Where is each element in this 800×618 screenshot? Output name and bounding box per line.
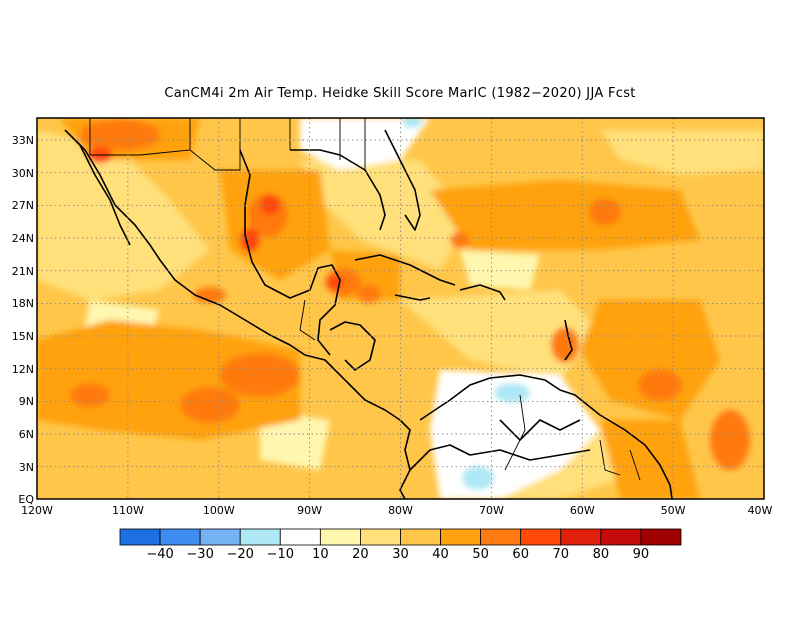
- colorbar-label: −20: [226, 547, 253, 562]
- lat-label: 6N: [19, 428, 34, 441]
- colorbar-swatch: [119, 528, 161, 546]
- colorbar-swatch: [279, 528, 321, 546]
- lon-label: 90W: [297, 504, 322, 517]
- lon-label: 50W: [661, 504, 686, 517]
- lon-label: 110W: [112, 504, 144, 517]
- gridlines: [37, 118, 764, 499]
- lon-label: 70W: [479, 504, 504, 517]
- lat-label: 15N: [12, 330, 34, 343]
- colorbar-swatch: [400, 528, 441, 546]
- colorbar-label: 10: [312, 547, 329, 562]
- colorbar-swatch: [560, 528, 602, 546]
- map-plot-area: [37, 118, 764, 499]
- colorbar-label: 80: [593, 547, 610, 562]
- lat-label: 12N: [12, 363, 34, 376]
- lon-label: 80W: [388, 504, 413, 517]
- lon-label: 60W: [570, 504, 595, 517]
- lat-label: 3N: [19, 461, 34, 474]
- colorbar-swatch: [360, 528, 401, 546]
- lat-label: 33N: [12, 134, 34, 147]
- colorbar-label: 40: [432, 547, 449, 562]
- lat-label: 21N: [12, 265, 34, 278]
- lat-label: 27N: [12, 199, 34, 212]
- lat-label: 18N: [12, 297, 34, 310]
- colorbar: −40 −30 −20 −10 10 20 30 40 50 60 70 80 90: [119, 528, 682, 562]
- colorbar-swatch: [239, 528, 281, 546]
- lon-label: 100W: [203, 504, 235, 517]
- colorbar-swatch: [319, 528, 361, 546]
- lat-label: 30N: [12, 167, 34, 180]
- coastlines: [64, 129, 673, 499]
- colorbar-label: 20: [352, 547, 369, 562]
- colorbar-swatch: [640, 528, 682, 546]
- lat-label: 24N: [12, 232, 34, 245]
- colorbar-label: 60: [512, 547, 529, 562]
- map-frame: [36, 117, 765, 500]
- colorbar-swatch: [159, 528, 201, 546]
- colorbar-label: −10: [267, 547, 294, 562]
- lat-label: EQ: [18, 493, 34, 506]
- lon-label: 120W: [21, 504, 53, 517]
- colorbar-label: 50: [472, 547, 489, 562]
- political-borders: [89, 118, 641, 481]
- colorbar-label: 90: [633, 547, 650, 562]
- map-title: CanCM4i 2m Air Temp. Heidke Skill Score …: [164, 86, 636, 101]
- colorbar-label: 70: [552, 547, 569, 562]
- colorbar-swatch: [480, 528, 522, 546]
- colorbar-label: −30: [186, 547, 213, 562]
- skill-field: [37, 118, 764, 499]
- colorbar-label: −40: [146, 547, 173, 562]
- lat-label: 9N: [19, 395, 34, 408]
- lat-axis: 33N 30N 27N 24N 21N 18N 15N 12N 9N 6N 3N…: [12, 134, 35, 506]
- colorbar-swatch: [199, 528, 241, 546]
- colorbar-label: 30: [392, 547, 409, 562]
- colorbar-swatch: [440, 528, 482, 546]
- lon-label: 40W: [748, 504, 773, 517]
- colorbar-swatch: [600, 528, 642, 546]
- lon-axis: 120W 110W 100W 90W 80W 70W 60W 50W 40W: [21, 504, 772, 517]
- colorbar-swatch: [520, 528, 562, 546]
